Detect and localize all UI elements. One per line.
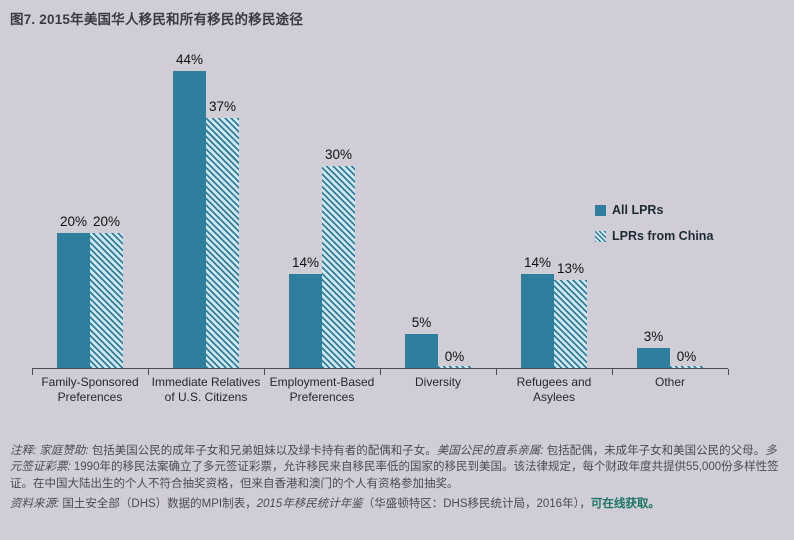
bar-group: 14% 30% bbox=[264, 60, 380, 368]
chart-title: 图7. 2015年美国华人移民和所有移民的移民途径 bbox=[10, 12, 304, 27]
note-segment: 包括配偶，未成年子女和美国公民的父母。 bbox=[546, 445, 766, 457]
note-segment: 1990年的移民法案确立了多元签证彩票，允许移民来自移民率低的国家的移民到美国。… bbox=[10, 461, 779, 490]
value-label: 20% bbox=[92, 214, 121, 229]
value-label: 37% bbox=[208, 99, 237, 115]
bar-all-lprs: 20% bbox=[57, 214, 90, 368]
bar-all-lprs: 5% bbox=[405, 315, 438, 368]
note-segment: （华盛顿特区：DHS移民统计局，2016年）， bbox=[362, 497, 591, 510]
note-segment: 2015年移民统计年鉴 bbox=[256, 497, 363, 510]
category-label: Employment-Based Preferences bbox=[269, 375, 375, 404]
footnotes: 注释: 家庭赞助: 包括美国公民的成年子女和兄弟姐妹以及绿卡持有者的配偶和子女。… bbox=[10, 443, 788, 512]
value-label: 20% bbox=[59, 214, 88, 229]
x-axis-category-labels: Family-Sponsored Preferences Immediate Re… bbox=[32, 375, 728, 405]
axis-tick bbox=[728, 369, 730, 375]
axis-tick bbox=[148, 369, 150, 375]
value-label: 0% bbox=[676, 349, 697, 364]
bar-lprs-from-china: 0% bbox=[670, 349, 703, 368]
note-segment: 美国公民的直系亲属: bbox=[436, 445, 547, 457]
bar-all-lprs: 44% bbox=[173, 52, 206, 368]
category-label: Immediate Relatives of U.S. Citizens bbox=[151, 375, 261, 404]
available-online-link[interactable]: 可在线获取。 bbox=[590, 497, 660, 510]
bar-group: 14% 13% bbox=[496, 60, 612, 368]
legend-item-lprs-from-china: LPRs from China bbox=[595, 229, 713, 243]
bar-lprs-from-china: 0% bbox=[438, 349, 471, 368]
category-label: Family-Sponsored Preferences bbox=[41, 375, 139, 404]
bar-all-lprs: 14% bbox=[289, 255, 322, 368]
bar-all-lprs: 3% bbox=[637, 329, 670, 368]
axis-tick bbox=[32, 369, 34, 375]
value-label: 30% bbox=[324, 146, 353, 162]
axis-tick bbox=[496, 369, 498, 375]
axis-tick bbox=[264, 369, 266, 375]
value-label: 0% bbox=[444, 349, 465, 364]
note-segment: 资料来源: bbox=[10, 497, 63, 510]
bar-lprs-from-china: 30% bbox=[322, 147, 355, 368]
bar-group: 5% 0% bbox=[380, 60, 496, 368]
bar-lprs-from-china: 20% bbox=[90, 214, 123, 368]
note-segment: 注释: bbox=[10, 445, 40, 457]
category-label: Diversity bbox=[414, 375, 461, 389]
category-label: Refugees and Asylees bbox=[516, 375, 592, 404]
bar-lprs-from-china: 37% bbox=[206, 99, 239, 368]
value-label: 44% bbox=[175, 52, 204, 67]
legend-swatch-striped bbox=[595, 230, 606, 242]
note-segment: 多元签证彩票: bbox=[10, 445, 777, 474]
bar-groups: 20% 20% 44% 37% 14% 30% 5% 0% 14% 13% 3% 0% bbox=[32, 52, 728, 368]
legend-label: All LPRs bbox=[612, 203, 664, 217]
chart-legend: All LPRs LPRs from China bbox=[595, 203, 713, 255]
note-segment: 家庭赞助: bbox=[39, 445, 92, 457]
bar-group: 3% 0% bbox=[612, 60, 728, 368]
value-label: 3% bbox=[643, 328, 664, 344]
note-segment: 包括美国公民的成年子女和兄弟姐妹以及绿卡持有者的配偶和子女。 bbox=[91, 445, 437, 457]
legend-item-all-lprs: All LPRs bbox=[595, 203, 713, 217]
value-label: 14% bbox=[291, 254, 320, 270]
bar-all-lprs: 14% bbox=[521, 255, 554, 368]
value-label: 13% bbox=[556, 261, 585, 277]
bar-group: 44% 37% bbox=[148, 52, 264, 368]
legend-swatch-solid bbox=[595, 204, 606, 216]
bar-lprs-from-china: 13% bbox=[554, 261, 587, 368]
bar-group: 20% 20% bbox=[32, 60, 148, 368]
category-label: Other bbox=[654, 375, 685, 389]
axis-tick bbox=[612, 369, 614, 375]
source-text: 资料来源: 国土安全部（DHS）数据的MPI制表，2015年移民统计年鉴（华盛顿… bbox=[10, 496, 788, 512]
note-text: 注释: 家庭赞助: 包括美国公民的成年子女和兄弟姐妹以及绿卡持有者的配偶和子女。… bbox=[10, 443, 788, 492]
value-label: 5% bbox=[411, 315, 432, 331]
x-axis-line bbox=[32, 368, 730, 375]
note-segment: 国土安全部（DHS）数据的MPI制表， bbox=[62, 497, 257, 510]
legend-label: LPRs from China bbox=[612, 229, 714, 243]
value-label: 14% bbox=[523, 254, 552, 270]
bar-chart-plot-area: 20% 20% 44% 37% 14% 30% 5% 0% 14% 13% 3% 0% All LPR… bbox=[32, 52, 728, 368]
axis-tick bbox=[380, 369, 382, 375]
